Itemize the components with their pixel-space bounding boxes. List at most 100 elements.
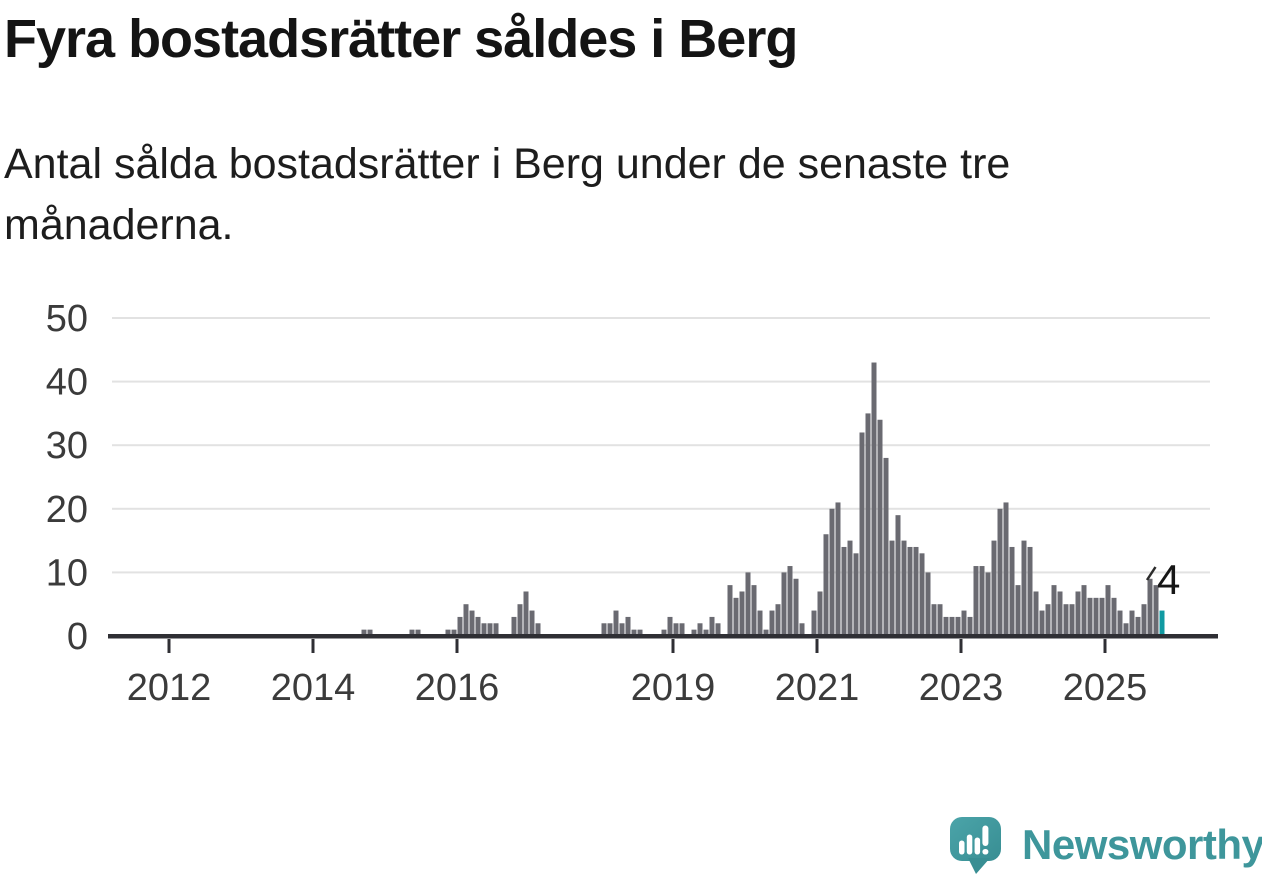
- bar: [661, 629, 667, 636]
- bar: [361, 629, 367, 636]
- bar: [943, 616, 949, 636]
- bar: [841, 546, 847, 636]
- x-axis-label-2021: 2021: [775, 667, 860, 709]
- bar: [451, 629, 457, 636]
- bar: [415, 629, 421, 636]
- bar: [607, 623, 613, 636]
- bar: [925, 572, 931, 636]
- bar: [1129, 610, 1135, 636]
- bar: [973, 566, 979, 636]
- bar: [625, 616, 631, 636]
- bar: [469, 610, 475, 636]
- bar: [931, 604, 937, 636]
- bar: [811, 610, 817, 636]
- mini-bar-chart-icon: [959, 825, 989, 855]
- bar: [793, 578, 799, 636]
- bar: [853, 553, 859, 636]
- bar: [631, 629, 637, 636]
- bar: [1069, 604, 1075, 636]
- bar: [463, 604, 469, 636]
- y-axis-label-30: 30: [46, 425, 88, 467]
- annotation-label: 4: [1157, 556, 1180, 603]
- highlighted-bar: [1159, 610, 1165, 636]
- bar: [523, 591, 529, 636]
- bar: [619, 623, 625, 636]
- bar: [367, 629, 373, 636]
- x-axis-tick-2019: [671, 639, 675, 653]
- bar: [1135, 616, 1141, 636]
- bar: [907, 546, 913, 636]
- bar: [823, 534, 829, 636]
- bar: [457, 616, 463, 636]
- bar: [1153, 585, 1159, 636]
- gridline-40: [112, 380, 1210, 383]
- bar: [475, 616, 481, 636]
- bar: [763, 629, 769, 636]
- bar: [1123, 623, 1129, 636]
- bar: [859, 432, 865, 636]
- bar: [1003, 502, 1009, 636]
- x-axis-label-2014: 2014: [271, 667, 356, 709]
- bar: [937, 604, 943, 636]
- bar: [703, 629, 709, 636]
- x-axis-line: [108, 634, 1218, 639]
- bar: [1093, 597, 1099, 636]
- bar: [847, 540, 853, 636]
- bar: [409, 629, 415, 636]
- page-title: Fyra bostadsrätter såldes i Berg: [4, 9, 798, 69]
- bar: [1027, 546, 1033, 636]
- gridline-10: [112, 571, 1210, 574]
- bar: [697, 623, 703, 636]
- bar: [979, 566, 985, 636]
- bar: [829, 508, 835, 636]
- bar: [1075, 591, 1081, 636]
- newsworthy-branding: Newsworthy: [946, 812, 1262, 878]
- bar: [955, 616, 961, 636]
- page-subtitle: Antal sålda bostadsrätter i Berg under d…: [4, 140, 1011, 250]
- bar: [985, 572, 991, 636]
- bar: [1105, 585, 1111, 636]
- bar: [1045, 604, 1051, 636]
- bar: [997, 508, 1003, 636]
- bar: [715, 623, 721, 636]
- bar: [487, 623, 493, 636]
- bar: [1087, 597, 1093, 636]
- gridline-50: [112, 317, 1210, 319]
- bar: [865, 413, 871, 636]
- bar: [733, 597, 739, 636]
- gridline-30: [112, 444, 1210, 447]
- bar: [1099, 597, 1105, 636]
- bar: [889, 540, 895, 636]
- bar: [1051, 585, 1057, 636]
- bar: [511, 616, 517, 636]
- bar: [895, 515, 901, 636]
- bar: [493, 623, 499, 636]
- bar: [481, 623, 487, 636]
- bar: [1015, 585, 1021, 636]
- bar: [1009, 546, 1015, 636]
- bar: [757, 610, 763, 636]
- y-axis-label-40: 40: [46, 362, 88, 404]
- y-axis-label-50: 50: [46, 298, 88, 340]
- bar: [781, 572, 787, 636]
- x-axis-label-2016: 2016: [415, 667, 500, 709]
- bar: [601, 623, 607, 636]
- bar: [769, 610, 775, 636]
- bar: [913, 546, 919, 636]
- sales-bar-chart: 0 10 20 30 40 50 2012 2014 2016 2019 2021 2023 2025 4: [46, 298, 1218, 709]
- bar: [1057, 591, 1063, 636]
- bar: [949, 616, 955, 636]
- bar: [751, 585, 757, 636]
- bar: [961, 610, 967, 636]
- bar: [727, 585, 733, 636]
- bar: [991, 540, 997, 636]
- bar: [877, 419, 883, 636]
- bar: [1021, 540, 1027, 636]
- bar: [535, 623, 541, 636]
- bar: [1033, 591, 1039, 636]
- bar: [739, 591, 745, 636]
- bar: [871, 362, 877, 636]
- annotation-leader-line: [1145, 566, 1157, 581]
- y-axis-label-20: 20: [46, 489, 88, 531]
- x-axis-label-2023: 2023: [919, 667, 1004, 709]
